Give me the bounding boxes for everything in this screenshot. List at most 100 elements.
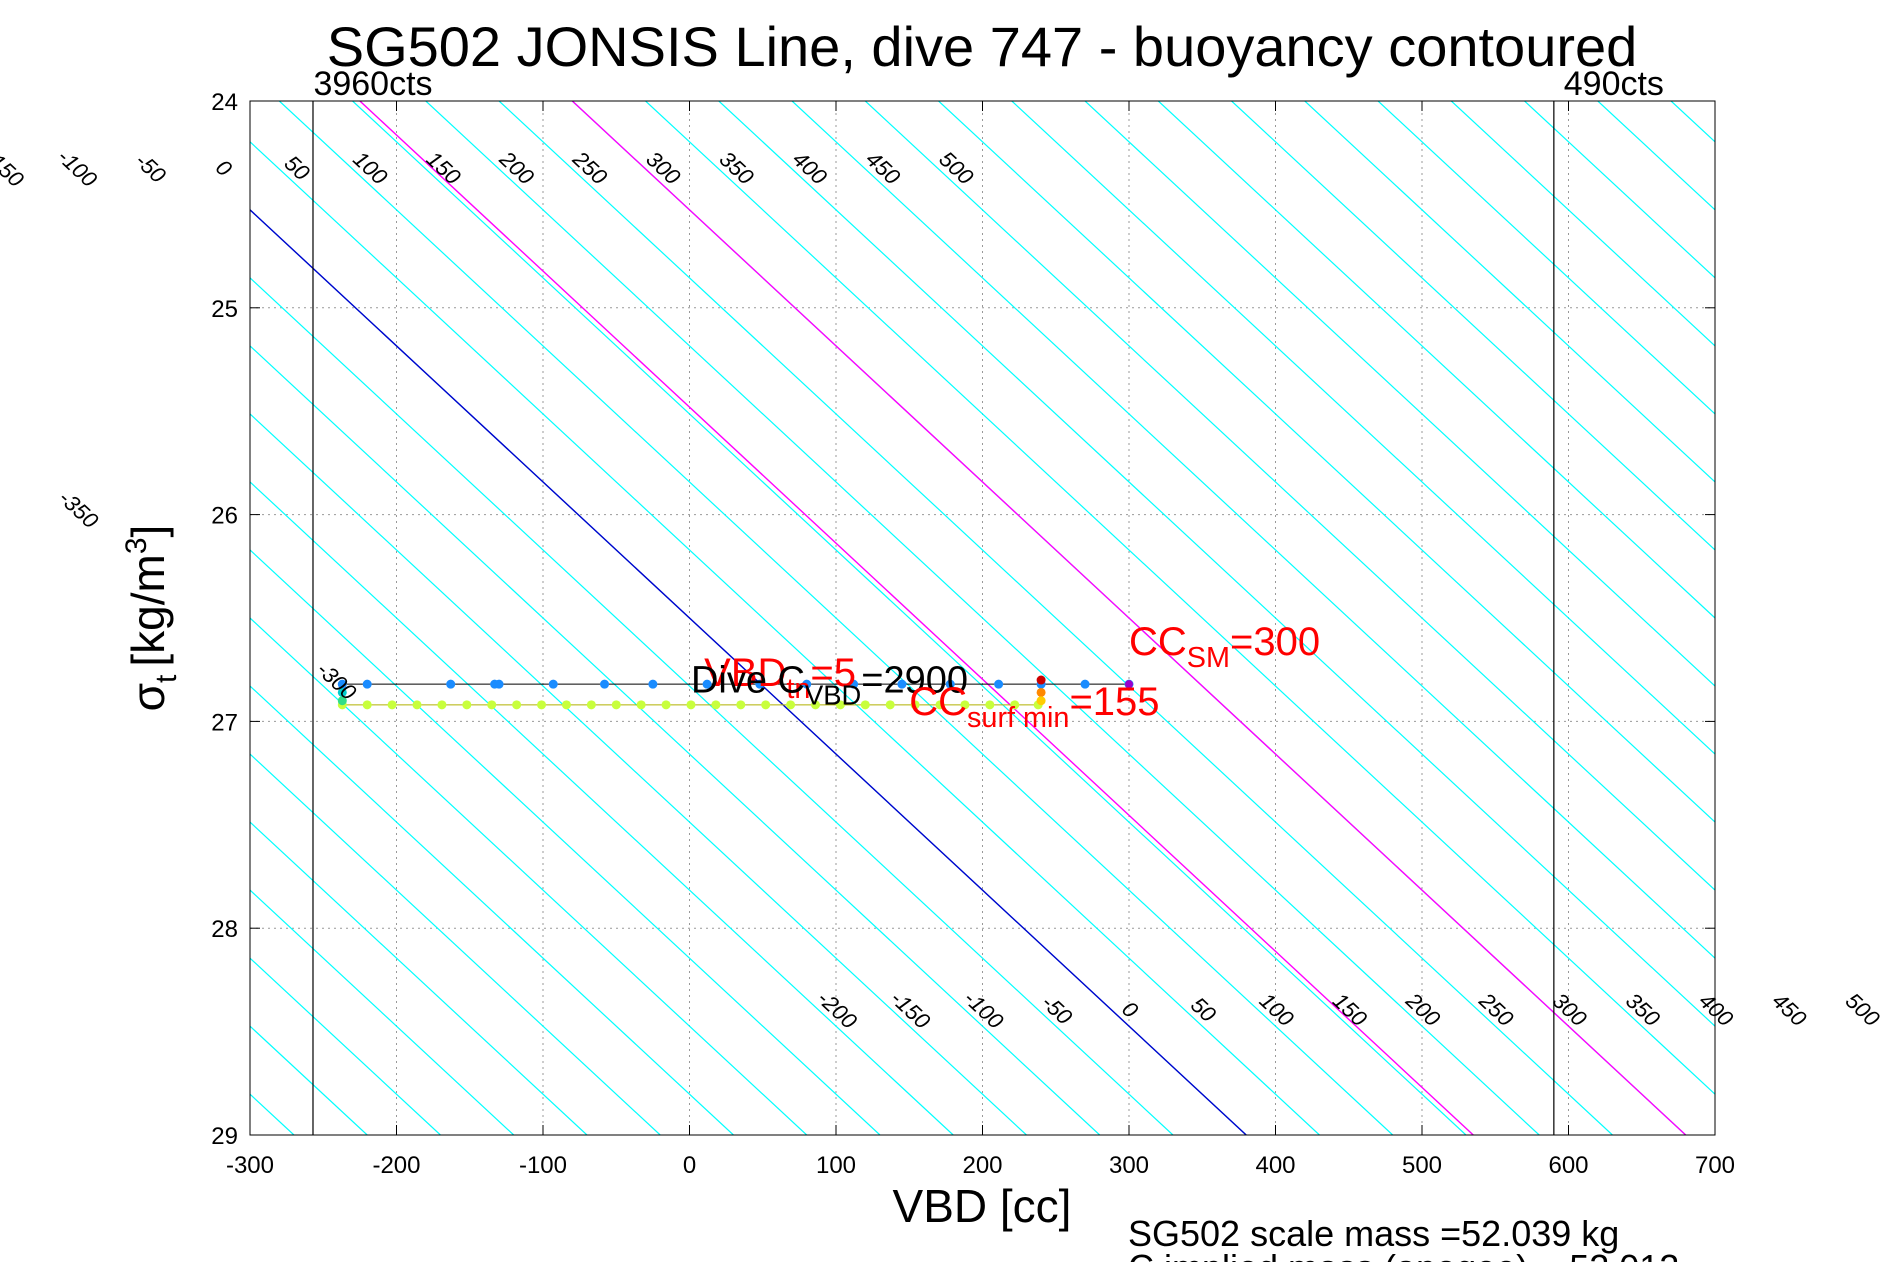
y-tick-label: 25 (211, 296, 238, 323)
contour-label-bottom: 150 (1328, 988, 1372, 1032)
contour-line (250, 277, 1174, 1135)
series-point (1036, 696, 1046, 706)
contour-label-top: 350 (715, 146, 759, 190)
limit-lines: 3960cts 490cts (312, 65, 1664, 1135)
y-tick-label: 29 (211, 1123, 238, 1150)
annotation-value: =155 (1069, 680, 1159, 724)
contour-line (278, 101, 1394, 1135)
series-point (661, 700, 671, 710)
highlight-contour-line (250, 208, 1247, 1135)
contour-line (250, 821, 588, 1135)
contour-line (1450, 101, 1715, 347)
contour-label-top: 150 (422, 146, 466, 190)
series-point (412, 700, 422, 710)
series-point (849, 679, 859, 689)
series-point (860, 700, 870, 710)
y-tick-label: 26 (211, 503, 238, 530)
contour-label-bottom: 450 (1767, 988, 1811, 1032)
annotation-value: =5 (810, 651, 856, 695)
series-point (462, 700, 472, 710)
contour-label-top: 50 (280, 150, 316, 185)
contour-label-left: -350 (54, 485, 104, 534)
series-point (648, 679, 658, 689)
contour-line (250, 1025, 368, 1135)
contour-label-bottom: 100 (1255, 988, 1299, 1032)
series-point (362, 679, 372, 689)
x-tick-label: 600 (1548, 1152, 1588, 1179)
series-point (802, 679, 812, 689)
contour-line (1744, 101, 1891, 1135)
contour-label-top: 450 (861, 146, 905, 190)
contour-label-top: 100 (348, 146, 392, 190)
annotation: CCSM=300 (1129, 620, 1320, 674)
contour-line (250, 413, 1027, 1135)
series-point (437, 700, 447, 710)
contour-line (250, 345, 1101, 1135)
y-axis-unit-sup: 3 (120, 537, 153, 554)
contour-label-top: 400 (788, 146, 832, 190)
series-point (512, 700, 522, 710)
x-axis-label: VBD [cc] (893, 1180, 1072, 1232)
annotation-sub: surf min (967, 702, 1069, 734)
series-point (711, 700, 721, 710)
contour-line (1670, 101, 1715, 143)
contour-label-bottom: 50 (1186, 992, 1222, 1027)
contour-line (0, 101, 74, 1135)
annotation-sub: tn (786, 673, 810, 705)
contour-label-bottom: 400 (1694, 988, 1738, 1032)
annotation: VBDtn=5 (704, 651, 856, 705)
highlight-contour-line (359, 101, 1474, 1135)
annotation: Dive CVBD=2900 (691, 659, 968, 710)
contour-line (498, 101, 1613, 1135)
contour-line (1304, 101, 1715, 483)
footer-text: SG502 scale mass =52.039 kgC implied mas… (1128, 1213, 1679, 1267)
annotation-main: VBD (704, 651, 786, 695)
x-tick-label: -200 (372, 1152, 420, 1179)
series-point (755, 679, 765, 689)
contour-line (250, 957, 441, 1135)
contour-label-top: 200 (494, 146, 539, 190)
annotation-main: CC (909, 680, 967, 724)
contour-line (250, 140, 1320, 1135)
contour-line (250, 549, 881, 1135)
series-point (810, 700, 820, 710)
contour-line (1524, 101, 1715, 279)
series-point (1125, 680, 1133, 689)
series-point (985, 700, 995, 710)
series-point (1080, 679, 1090, 689)
series-point (910, 700, 920, 710)
contour-label-top: 500 (934, 146, 978, 190)
contour-line (250, 889, 515, 1135)
contour-line (791, 101, 1715, 959)
contour-line (250, 617, 808, 1135)
series-point (1036, 687, 1046, 697)
contour-label-bottom: 350 (1621, 988, 1665, 1032)
x-tick-label: 0 (683, 1152, 696, 1179)
series-point (487, 700, 497, 710)
x-tick-label: 700 (1695, 1152, 1735, 1179)
chart-title: SG502 JONSIS Line, dive 747 - buoyancy c… (327, 15, 1638, 78)
series-point (636, 700, 646, 710)
contour-line (718, 101, 1715, 1027)
footer-line: SG502 scale mass =52.039 kg (1128, 1213, 1619, 1254)
series-point (600, 679, 610, 689)
data-series (337, 675, 1134, 710)
highlight-contour-line (571, 101, 1687, 1135)
y-axis-unit: [kg/m (122, 554, 174, 666)
annotation-main: CC (1129, 620, 1187, 664)
annotation-main: Dive C (691, 659, 805, 701)
series-point (548, 679, 558, 689)
contour-label-top: 0 (211, 155, 238, 182)
contour-line (250, 481, 954, 1135)
contour-line (425, 101, 1540, 1135)
axis-ticks: -300 -200 -100 0 100 200 300 400 500 600 700242526… (211, 89, 1735, 1179)
series-point (960, 700, 970, 710)
contour-line (1231, 101, 1715, 551)
contour-lines (0, 101, 1891, 1135)
footer-line: C implied mass (apogee) = 52.012 (1128, 1247, 1679, 1262)
series-point (387, 700, 397, 710)
series-point (835, 700, 845, 710)
contour-label-bottom: -50 (1037, 990, 1078, 1030)
contour-labels: -250-200-150-100-50050100150200250300350… (0, 144, 1885, 1034)
series-point (1010, 700, 1020, 710)
